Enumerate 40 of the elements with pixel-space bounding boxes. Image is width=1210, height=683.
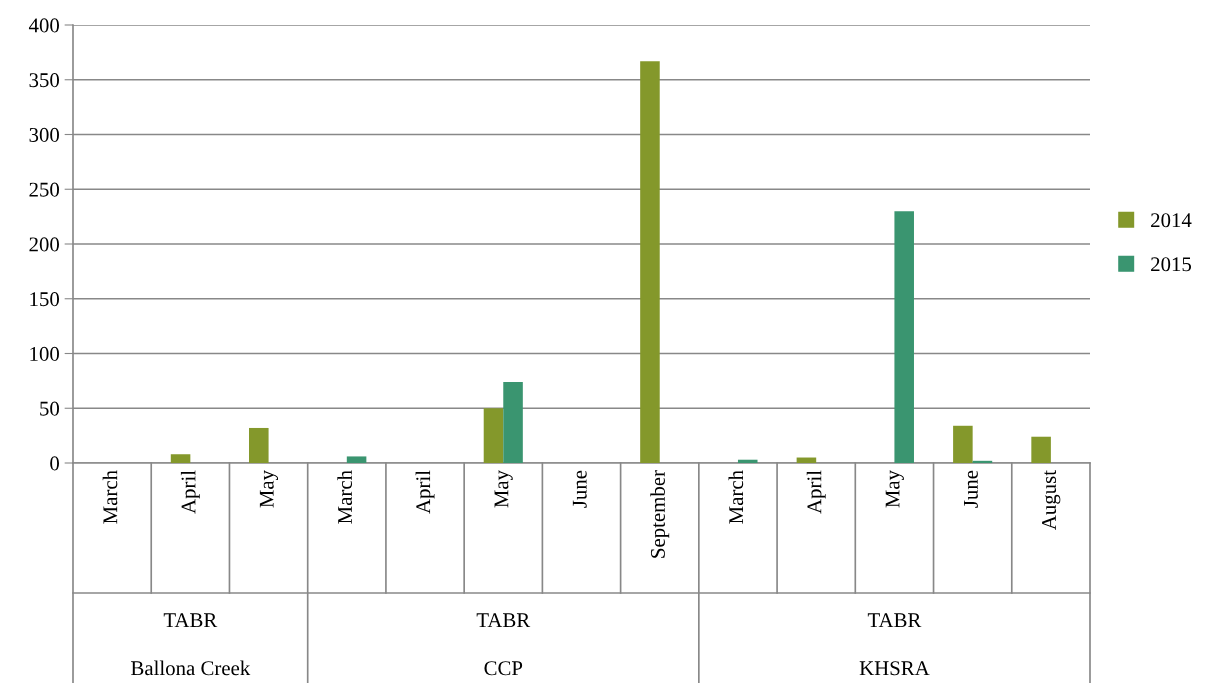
bar (483, 408, 504, 463)
bar (737, 459, 758, 463)
legend-label: 2014 (1151, 213, 1192, 228)
x-tick-label: May (259, 470, 279, 508)
bar (1031, 436, 1051, 463)
x-tick-label: March (102, 470, 118, 524)
y-tick-label: 150 (30, 292, 60, 307)
text: Ballona Creek (131, 660, 251, 676)
text: KHSRA (859, 661, 930, 676)
text: TABR (476, 613, 531, 628)
x-tick-label: June (964, 470, 978, 508)
text: TABR (163, 613, 218, 628)
y-tick-label: 400 (28, 18, 60, 33)
y-tick-label: 200 (29, 237, 60, 252)
bar (640, 61, 660, 463)
x-tick-label: March (337, 470, 353, 524)
x-tick-label: September (650, 470, 670, 558)
y-tick-label: 300 (29, 127, 60, 142)
x-tick-label: May (494, 470, 513, 508)
x-tick-label: August (1042, 470, 1061, 530)
text: TABR (867, 613, 922, 628)
bar (249, 427, 269, 463)
x-tick-label: April (180, 470, 200, 514)
x-tick-label: April (806, 470, 826, 514)
x-tick-label: April (415, 470, 435, 514)
bar (346, 456, 367, 463)
y-tick-label: 100 (30, 346, 60, 361)
y-tick-label: 0 (50, 456, 60, 471)
bar (953, 425, 973, 463)
bar (170, 454, 191, 463)
y-tick-label: 250 (29, 182, 60, 197)
x-tick-label: May (885, 470, 904, 508)
x-tick-label: March (728, 470, 744, 524)
legend-label: 2015 (1151, 257, 1192, 272)
y-tick-label: 350 (29, 73, 60, 88)
y-tick-label: 50 (40, 401, 60, 416)
bar (894, 211, 914, 463)
x-tick-label: June (572, 470, 587, 508)
text: CCP (484, 661, 523, 676)
bar (503, 381, 523, 463)
